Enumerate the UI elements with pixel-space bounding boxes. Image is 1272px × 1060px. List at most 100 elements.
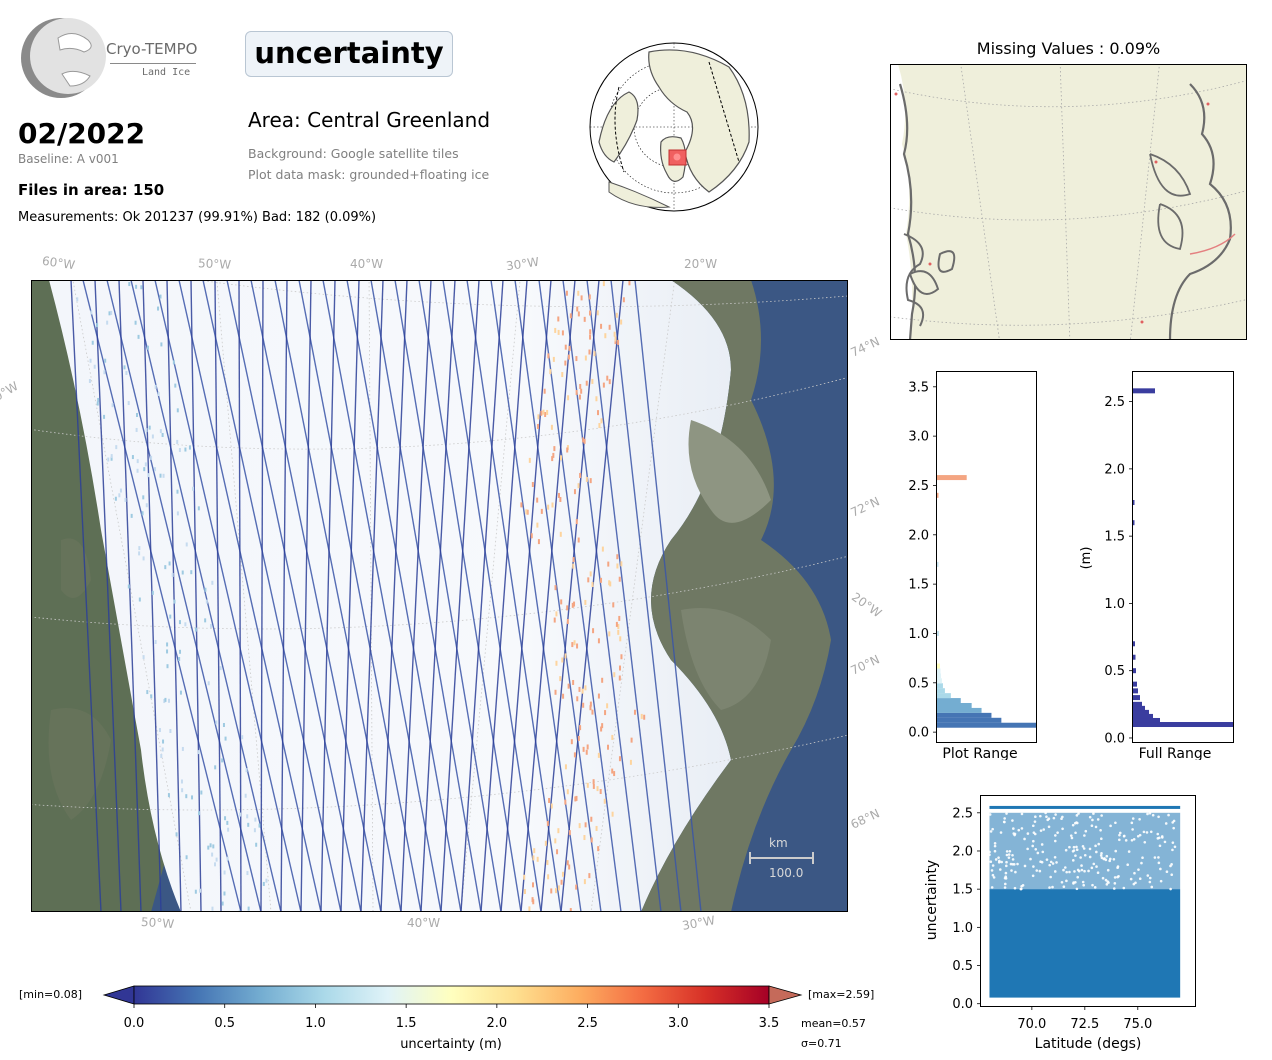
- high-value-speckle: [530, 533, 533, 539]
- mask-note: Plot data mask: grounded+floating ice: [248, 167, 490, 182]
- scatter-gap: [990, 869, 994, 872]
- scatter-gap: [1035, 869, 1039, 872]
- low-value-speckle: [136, 459, 139, 464]
- scatter-gap: [1072, 881, 1075, 884]
- high-value-speckle: [568, 345, 571, 351]
- high-value-speckle: [580, 388, 583, 394]
- low-value-speckle: [184, 622, 187, 627]
- y-tick-label: 1.5: [1104, 530, 1125, 545]
- scatter-gap: [1126, 863, 1130, 867]
- high-value-speckle: [582, 702, 585, 708]
- scatter-gap: [1163, 840, 1167, 844]
- scatter-gap: [1137, 868, 1140, 871]
- high-value-speckle: [578, 823, 581, 829]
- scatter-gap: [1122, 886, 1126, 890]
- high-value-speckle: [536, 856, 539, 862]
- scatter-gap: [1092, 812, 1095, 815]
- scatter-gap: [1007, 856, 1011, 859]
- lon-label-40w: 40°W: [350, 257, 384, 271]
- low-value-speckle: [205, 599, 208, 604]
- scatter-gap: [1068, 870, 1071, 874]
- high-value-speckle: [555, 660, 558, 666]
- high-value-speckle: [554, 838, 557, 844]
- high-value-speckle: [629, 759, 632, 765]
- scatter-gap: [1007, 853, 1011, 856]
- low-value-speckle: [125, 370, 128, 375]
- high-value-speckle: [628, 280, 631, 286]
- high-value-speckle: [603, 798, 606, 804]
- low-value-speckle: [247, 822, 250, 827]
- scatter-gap: [1002, 820, 1006, 824]
- y-tick-label: 1.0: [908, 627, 929, 642]
- histogram-bar: [1133, 388, 1155, 394]
- low-value-speckle: [181, 746, 184, 751]
- scatter-gap: [992, 876, 996, 879]
- scatter-gap: [1169, 864, 1172, 868]
- high-value-speckle: [557, 885, 560, 891]
- high-value-speckle: [567, 395, 570, 401]
- scatter-gap: [1044, 811, 1047, 815]
- low-value-speckle: [245, 768, 248, 773]
- histogram-bar: [1133, 681, 1137, 687]
- high-value-speckle: [597, 410, 600, 416]
- low-value-speckle: [227, 827, 230, 832]
- high-value-speckle: [566, 605, 569, 611]
- scatter-gap: [1108, 857, 1112, 861]
- high-value-speckle: [520, 502, 523, 508]
- low-value-speckle: [150, 694, 153, 699]
- ground-track: [202, 280, 342, 912]
- scatter-gap: [1011, 858, 1015, 861]
- high-value-speckle: [569, 313, 572, 319]
- ground-track: [610, 280, 682, 912]
- high-value-speckle: [573, 640, 576, 646]
- high-value-speckle: [617, 629, 620, 635]
- lat-label-70n: 70°N: [848, 652, 882, 678]
- low-value-speckle: [166, 649, 169, 654]
- low-value-speckle: [142, 495, 145, 500]
- scatter-gap: [994, 858, 998, 861]
- high-value-speckle: [578, 686, 581, 692]
- high-value-speckle: [615, 621, 618, 627]
- high-value-speckle: [588, 873, 591, 879]
- high-value-speckle: [548, 797, 551, 803]
- low-value-speckle: [138, 551, 141, 556]
- high-value-speckle: [569, 908, 572, 912]
- low-value-speckle: [207, 845, 210, 850]
- scatter-gap: [1112, 887, 1116, 890]
- scatter-gap: [1114, 821, 1117, 825]
- scatter-gap: [990, 886, 994, 889]
- scatter-gap: [1065, 879, 1068, 883]
- low-value-speckle: [181, 570, 184, 575]
- histogram-bar: [937, 668, 941, 674]
- high-value-speckle: [546, 409, 549, 415]
- colorbar-label: uncertainty (m): [400, 1037, 502, 1052]
- ground-track: [154, 280, 302, 912]
- low-value-speckle: [107, 457, 110, 462]
- scatter-gap: [1072, 845, 1076, 849]
- low-value-speckle: [103, 370, 106, 375]
- high-value-speckle: [592, 628, 595, 634]
- high-value-speckle: [577, 483, 580, 489]
- logo-divider: [110, 63, 196, 64]
- scale-value: 100.0: [769, 866, 804, 880]
- histogram-bar: [1133, 688, 1138, 694]
- low-value-speckle: [197, 506, 200, 511]
- high-value-speckle: [550, 424, 553, 430]
- scatter-gap: [1056, 831, 1059, 834]
- x-tick-label: 70.0: [1017, 1017, 1046, 1032]
- scatter-gap: [1122, 834, 1126, 838]
- colorbar-sigma: σ=0.71: [801, 1037, 842, 1050]
- high-value-speckle: [596, 310, 599, 316]
- scatter-gap: [1061, 827, 1064, 831]
- high-value-speckle: [592, 779, 595, 785]
- scatter-gap: [1039, 814, 1042, 818]
- low-value-speckle: [255, 842, 258, 847]
- high-value-speckle: [553, 446, 556, 452]
- low-value-speckle: [159, 429, 162, 434]
- low-value-speckle: [131, 455, 134, 460]
- scatter-gap: [1130, 821, 1134, 825]
- histogram-bar: [937, 698, 961, 704]
- high-value-speckle: [564, 344, 567, 350]
- low-value-speckle: [258, 823, 261, 828]
- low-value-speckle: [180, 779, 183, 784]
